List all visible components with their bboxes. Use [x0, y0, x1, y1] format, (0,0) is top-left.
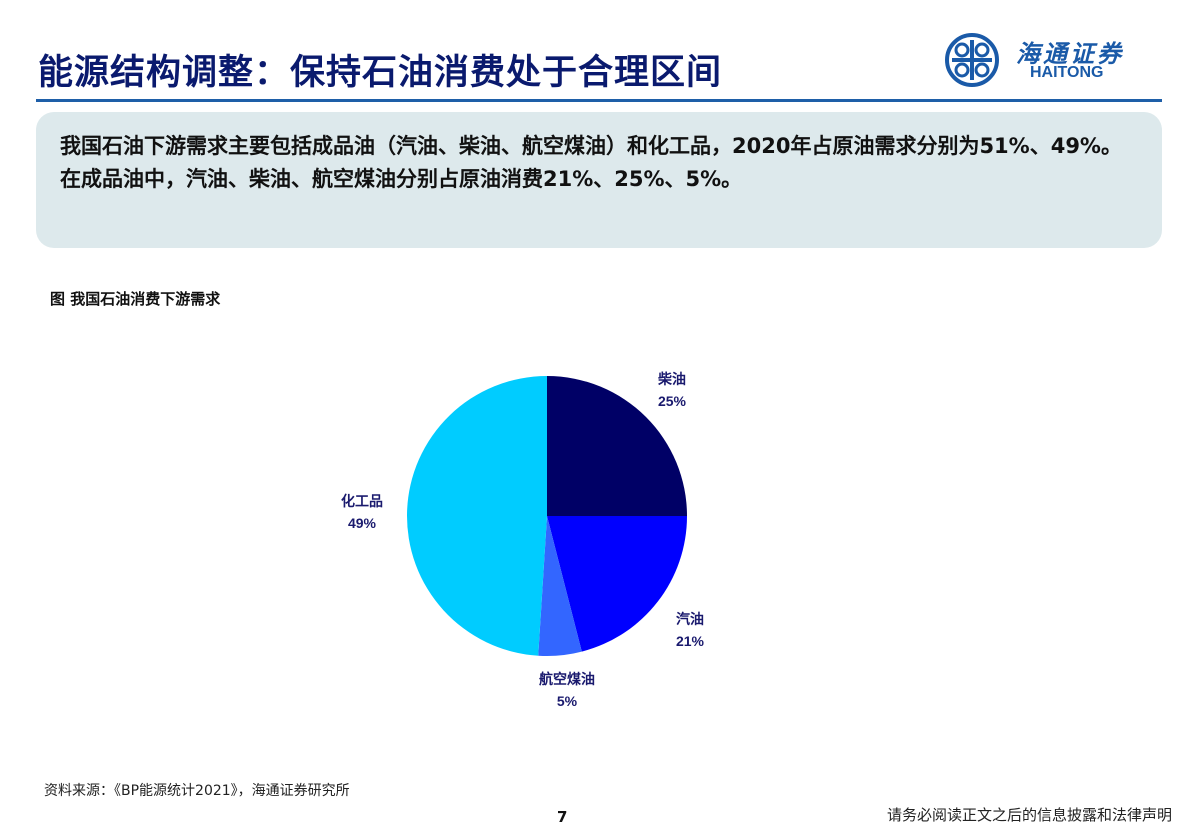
page-title: 能源结构调整：保持石油消费处于合理区间: [38, 53, 723, 93]
slice-value-label: 21%: [676, 633, 705, 649]
chart-caption: 图 我国石油消费下游需求: [50, 290, 221, 308]
slice-name-label: 柴油: [657, 371, 686, 387]
pie-chart: 柴油 25% 汽油 21% 航空煤油 5% 化工品 49%: [341, 371, 705, 709]
slice-value-label: 49%: [348, 515, 377, 531]
source-note: 资料来源：《BP能源统计2021》，海通证券研究所: [44, 783, 350, 799]
summary-box: 我国石油下游需求主要包括成品油（汽油、柴油、航空煤油）和化工品，2020年占原油…: [36, 112, 1162, 248]
pie-slice-1: [547, 516, 687, 652]
pie-slice-3: [407, 376, 547, 656]
page-number: 7: [557, 808, 568, 826]
slice-name-label: 化工品: [341, 493, 383, 509]
pie-slice-2: [538, 516, 582, 656]
logo-english: HAITONG: [1030, 64, 1104, 81]
slice-name-label: 汽油: [676, 611, 704, 627]
haitong-logo: 海通证券 HAITONG: [944, 30, 1164, 90]
logo-chinese: 海通证券: [1016, 40, 1124, 68]
haitong-logo-icon: [945, 33, 999, 87]
disclaimer: 请务必阅读正文之后的信息披露和法律声明: [886, 806, 1172, 824]
pie-slice-0: [547, 376, 687, 516]
slice-name-label: 航空煤油: [539, 671, 595, 687]
slice-value-label: 5%: [557, 693, 578, 709]
slice-value-label: 25%: [658, 393, 687, 409]
header-divider: [36, 99, 1162, 102]
